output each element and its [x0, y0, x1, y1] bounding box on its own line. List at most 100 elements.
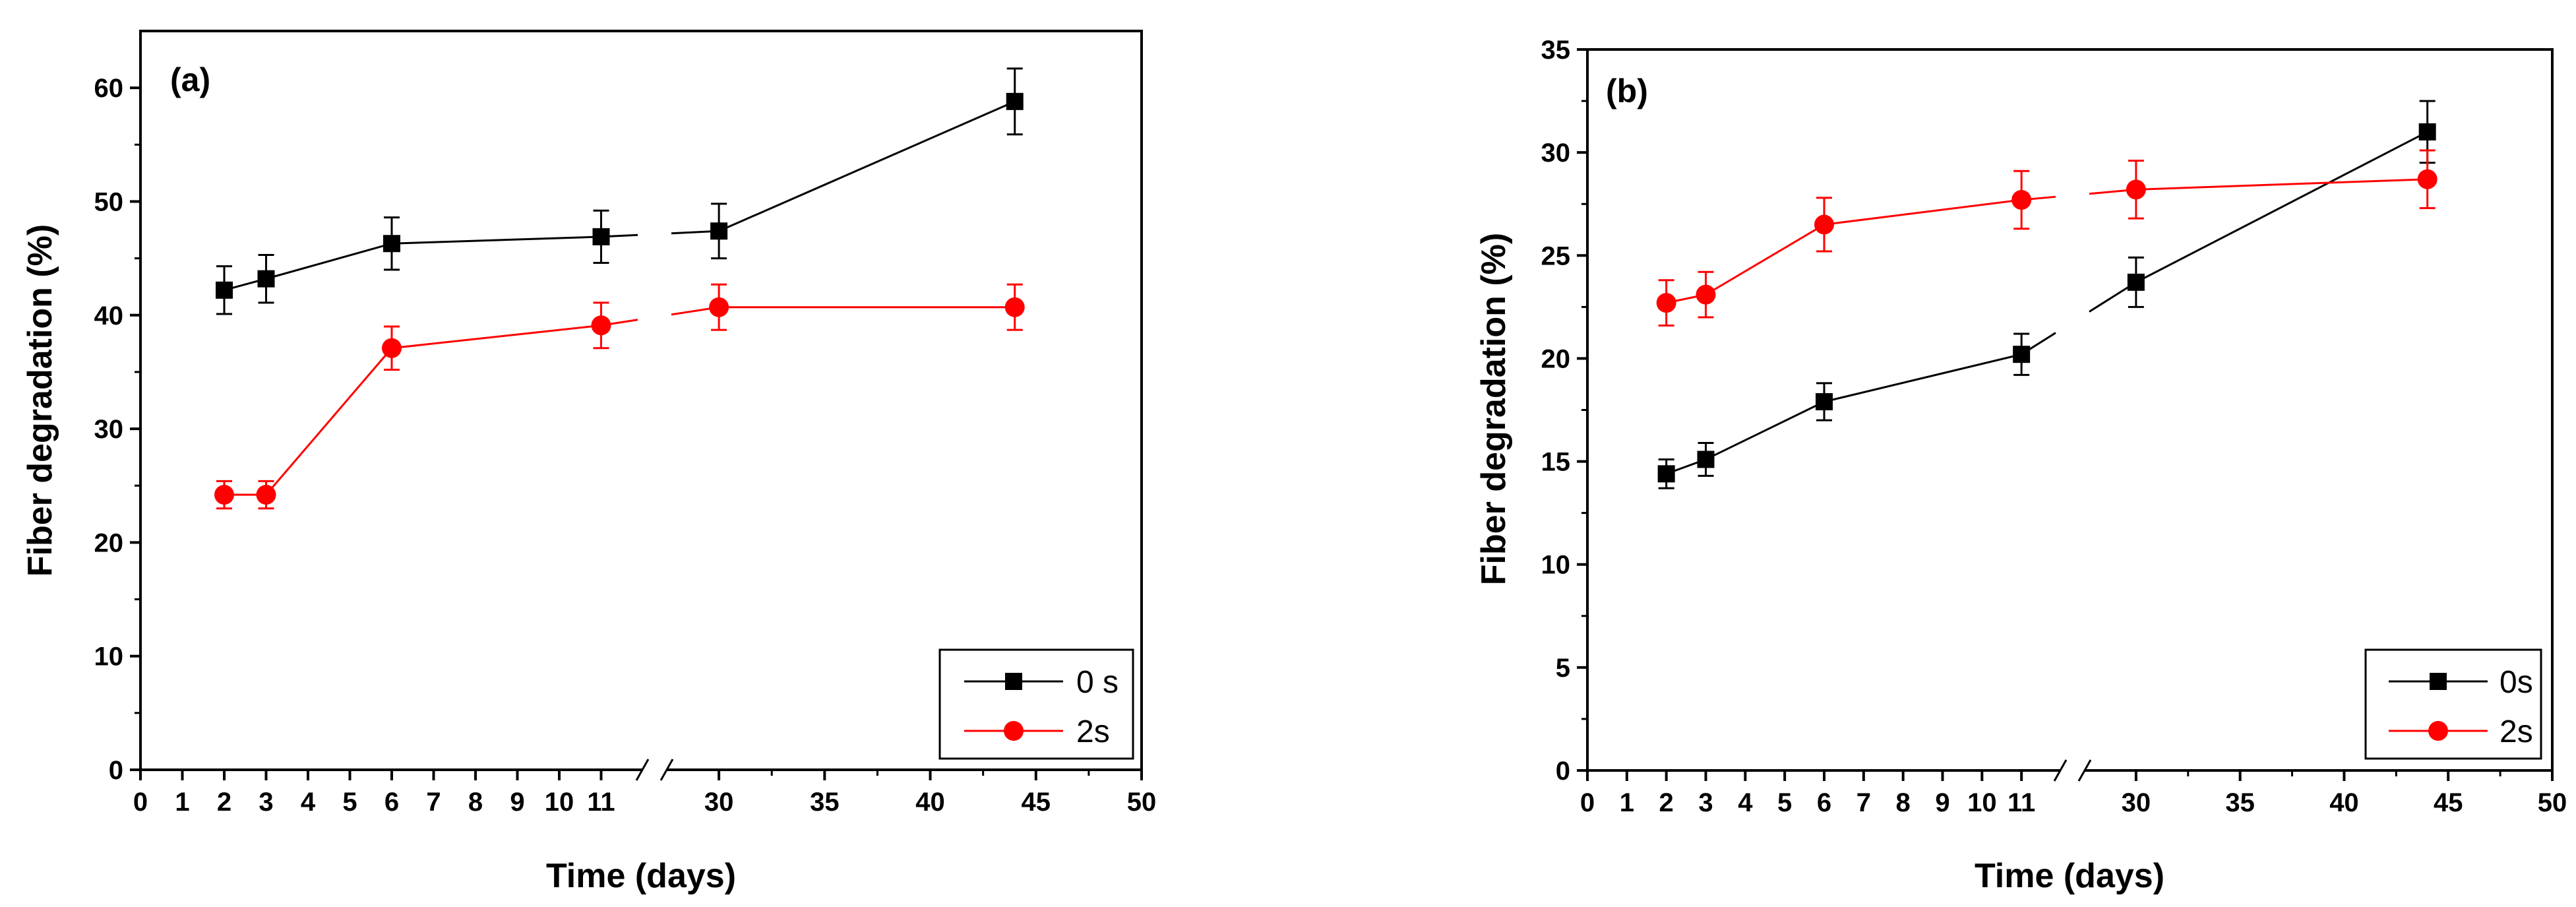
- data-markers: [214, 92, 1025, 505]
- y-tick-label: 30: [1541, 139, 1571, 168]
- legend-box: [2364, 648, 2542, 760]
- axis-break-mark: [2053, 759, 2068, 782]
- axis-break-mark: [635, 759, 650, 781]
- data-point-circle: [2011, 189, 2032, 210]
- x-tick-label: 8: [1896, 788, 1911, 817]
- legend-marker-0s: [1005, 673, 1022, 690]
- legend-label-2s: 2s: [2499, 714, 2533, 749]
- data-point-square: [2013, 346, 2031, 363]
- data-point-circle: [709, 297, 729, 317]
- panel-label: (a): [170, 61, 210, 98]
- x-tick-label: 6: [1817, 788, 1831, 817]
- x-tick-label: 7: [1856, 788, 1871, 817]
- y-tick-label: 30: [94, 415, 124, 444]
- data-point-circle: [2417, 169, 2438, 189]
- y-tick-label: 20: [1541, 344, 1571, 373]
- y-axis-title: Fiber degradation (%): [1475, 233, 1513, 585]
- data-point-square: [1816, 393, 1833, 411]
- legend-label-0s: 0s: [2499, 665, 2533, 700]
- y-tick-label: 0: [109, 756, 123, 785]
- series-line-segment: [1705, 400, 1825, 460]
- x-tick-label: 10: [545, 788, 574, 817]
- y-tick-label: 15: [1541, 448, 1571, 477]
- y-axis-title: Fiber degradation (%): [21, 224, 59, 577]
- axis-break-gap: [643, 766, 666, 774]
- data-point-square: [592, 228, 610, 245]
- series-line-segment: [1824, 353, 2022, 403]
- x-tick-label: 5: [1777, 788, 1792, 817]
- legend-label-2s: 2s: [1076, 714, 1110, 749]
- x-tick-label: 11: [587, 788, 615, 817]
- x-tick-label: 11: [2008, 788, 2035, 817]
- axis-break-mark: [2077, 759, 2092, 782]
- x-tick-label: 0: [1580, 788, 1595, 817]
- x-tick-label: 30: [704, 788, 734, 817]
- series-line-segment: [1705, 224, 1825, 296]
- legend-label-0s: 0 s: [1076, 665, 1119, 700]
- data-point-square: [1657, 465, 1675, 483]
- legend-marker-2s: [1004, 721, 1024, 741]
- x-tick-label: 4: [1738, 788, 1753, 817]
- x-tick-label: 40: [915, 788, 945, 817]
- y-tick-label: 50: [94, 187, 124, 216]
- plot-frame: [139, 30, 1143, 771]
- y-tick-label: 60: [94, 74, 124, 103]
- data-point-circle: [1814, 214, 1834, 235]
- series-line-segment: [1824, 199, 2022, 226]
- x-tick-label: 1: [1620, 788, 1634, 817]
- data-point-square: [2418, 123, 2436, 141]
- x-tick-label: 3: [1698, 788, 1713, 817]
- legend-marker-2s: [2428, 721, 2448, 741]
- x-tick-label: 40: [2329, 788, 2359, 817]
- y-tick-label: 20: [94, 528, 124, 557]
- x-tick-label: 6: [384, 788, 399, 817]
- y-tick-label: 25: [1541, 241, 1571, 270]
- data-point-circle: [1696, 284, 1716, 305]
- x-tick-label: 30: [2122, 788, 2151, 817]
- series-line-segment: [266, 242, 392, 280]
- x-tick-label: 45: [1022, 788, 1051, 817]
- y-tick-label: 35: [1541, 36, 1571, 65]
- x-axis-title: Time (days): [1975, 857, 2164, 895]
- data-point-circle: [2126, 179, 2146, 200]
- x-tick-label: 9: [1935, 788, 1949, 817]
- x-tick-label: 7: [426, 788, 441, 817]
- data-point-circle: [1656, 293, 1676, 313]
- data-point-square: [2127, 273, 2145, 291]
- x-tick-label: 35: [2225, 788, 2255, 817]
- panel-label: (b): [1606, 73, 1648, 109]
- x-tick-label: 50: [1127, 788, 1157, 817]
- x-tick-label: 8: [468, 788, 483, 817]
- x-tick-label: 5: [342, 788, 357, 817]
- data-point-circle: [1004, 297, 1025, 317]
- series-line-segment: [2135, 131, 2428, 284]
- x-tick-label: 2: [1659, 788, 1674, 817]
- legend-marker-0s: [2430, 673, 2447, 690]
- x-tick-label: 10: [1967, 788, 1997, 817]
- x-tick-label: 50: [2538, 788, 2567, 817]
- data-point-square: [710, 222, 728, 240]
- data-point-square: [383, 235, 400, 253]
- series-lines: [224, 100, 1016, 496]
- series-line-segment: [2135, 178, 2428, 191]
- legend-box: [938, 648, 1134, 760]
- x-axis-title: Time (days): [546, 857, 736, 895]
- data-point-square: [257, 270, 275, 288]
- series-line-segment: [391, 235, 601, 245]
- x-tick-label: 9: [510, 788, 524, 817]
- data-point-circle: [256, 485, 276, 505]
- y-tick-label: 0: [1556, 757, 1570, 786]
- axis-break-gap: [2061, 766, 2084, 774]
- data-point-square: [1697, 451, 1715, 468]
- y-tick-label: 5: [1556, 654, 1570, 683]
- x-tick-label: 1: [175, 788, 189, 817]
- series-line-segment: [265, 347, 393, 495]
- x-tick-label: 4: [301, 788, 316, 817]
- data-point-square: [216, 281, 233, 299]
- y-tick-label: 40: [94, 301, 124, 330]
